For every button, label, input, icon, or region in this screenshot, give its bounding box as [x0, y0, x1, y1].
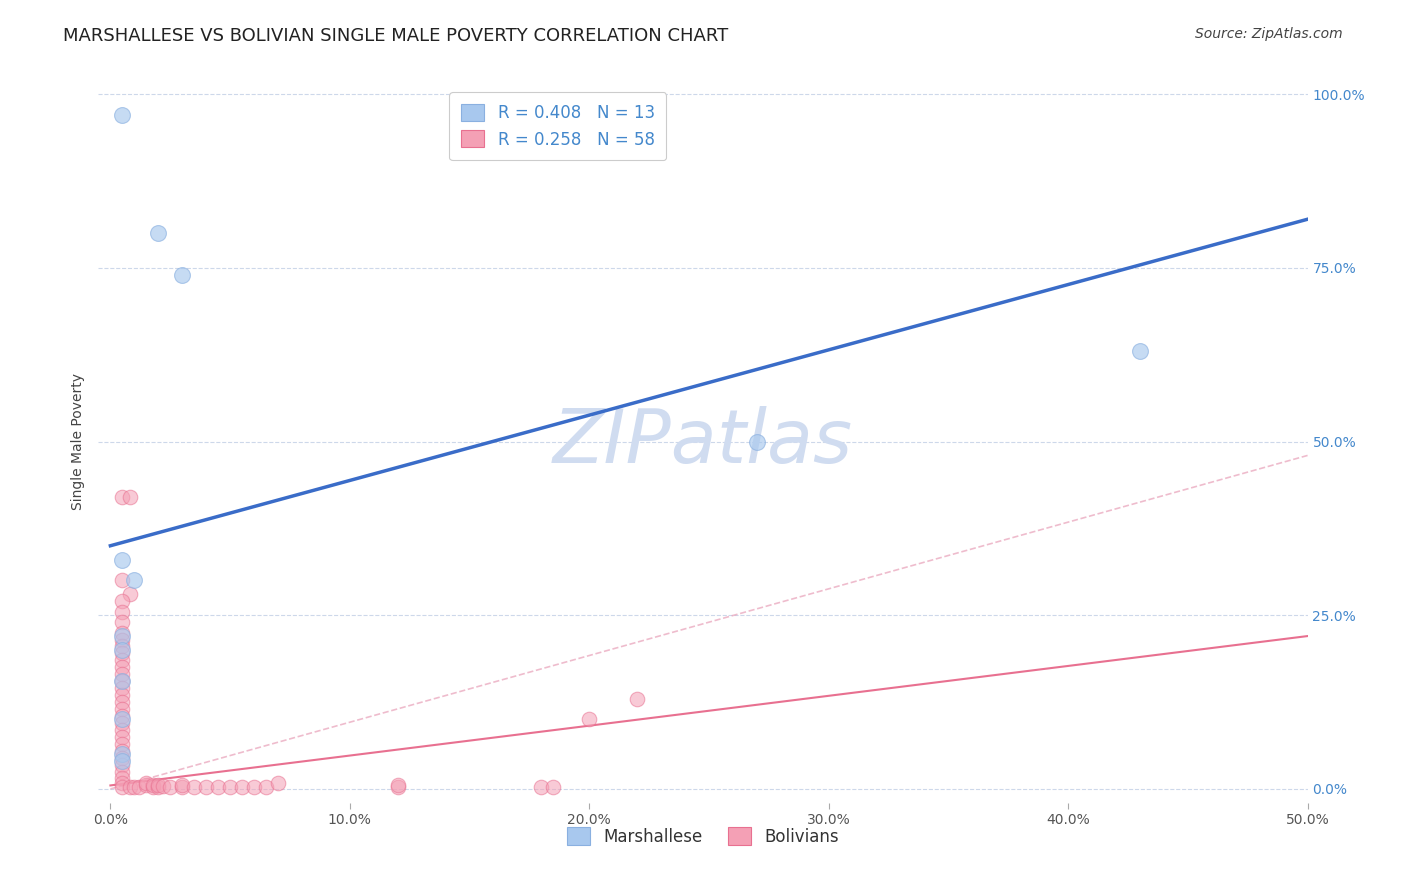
Point: [111, 772, 134, 786]
Point: [530, 780, 553, 794]
Point: [111, 552, 134, 566]
Point: [231, 780, 253, 794]
Point: [543, 780, 565, 794]
Point: [111, 640, 134, 654]
Point: [135, 779, 157, 793]
Point: [111, 750, 134, 764]
Point: [124, 574, 146, 588]
Point: [578, 713, 600, 727]
Point: [152, 779, 174, 793]
Point: [111, 764, 134, 779]
Point: [111, 754, 134, 768]
Point: [172, 778, 194, 792]
Point: [207, 780, 229, 794]
Point: [626, 691, 648, 706]
Point: [159, 780, 181, 794]
Point: [111, 660, 134, 674]
Point: [111, 108, 134, 122]
Point: [111, 688, 134, 702]
Point: [128, 780, 150, 794]
Point: [111, 709, 134, 723]
Point: [111, 723, 134, 737]
Point: [1129, 344, 1152, 359]
Legend: Marshallese, Bolivians: Marshallese, Bolivians: [560, 821, 846, 852]
Point: [111, 747, 134, 761]
Point: [111, 757, 134, 772]
Point: [111, 674, 134, 689]
Point: [142, 778, 165, 792]
Point: [267, 776, 290, 790]
Point: [118, 490, 141, 504]
Point: [172, 268, 194, 282]
Point: [148, 778, 170, 792]
Point: [111, 715, 134, 730]
Point: [111, 737, 134, 751]
Point: [111, 653, 134, 667]
Point: [148, 780, 170, 794]
Y-axis label: Single Male Poverty: Single Male Poverty: [72, 373, 86, 510]
Point: [111, 744, 134, 758]
Point: [111, 647, 134, 661]
Point: [387, 780, 409, 794]
Point: [111, 625, 134, 640]
Point: [111, 594, 134, 608]
Point: [111, 681, 134, 695]
Point: [111, 490, 134, 504]
Point: [111, 574, 134, 588]
Point: [254, 780, 277, 794]
Point: [118, 780, 141, 794]
Point: [111, 674, 134, 689]
Point: [111, 713, 134, 727]
Point: [135, 776, 157, 790]
Point: [183, 780, 205, 794]
Point: [111, 667, 134, 681]
Point: [148, 226, 170, 240]
Point: [172, 780, 194, 794]
Point: [111, 629, 134, 643]
Point: [195, 780, 218, 794]
Point: [219, 780, 242, 794]
Text: MARSHALLESE VS BOLIVIAN SINGLE MALE POVERTY CORRELATION CHART: MARSHALLESE VS BOLIVIAN SINGLE MALE POVE…: [63, 27, 728, 45]
Text: ZIPatlas: ZIPatlas: [553, 406, 853, 477]
Point: [111, 730, 134, 744]
Point: [111, 643, 134, 657]
Point: [387, 778, 409, 792]
Point: [111, 605, 134, 619]
Point: [111, 632, 134, 647]
Point: [124, 780, 146, 794]
Point: [111, 702, 134, 716]
Point: [243, 780, 266, 794]
Point: [142, 780, 165, 794]
Point: [111, 615, 134, 630]
Point: [118, 587, 141, 601]
Point: [111, 695, 134, 709]
Point: [111, 780, 134, 794]
Text: Source: ZipAtlas.com: Source: ZipAtlas.com: [1195, 27, 1343, 41]
Point: [745, 434, 768, 449]
Point: [111, 776, 134, 790]
